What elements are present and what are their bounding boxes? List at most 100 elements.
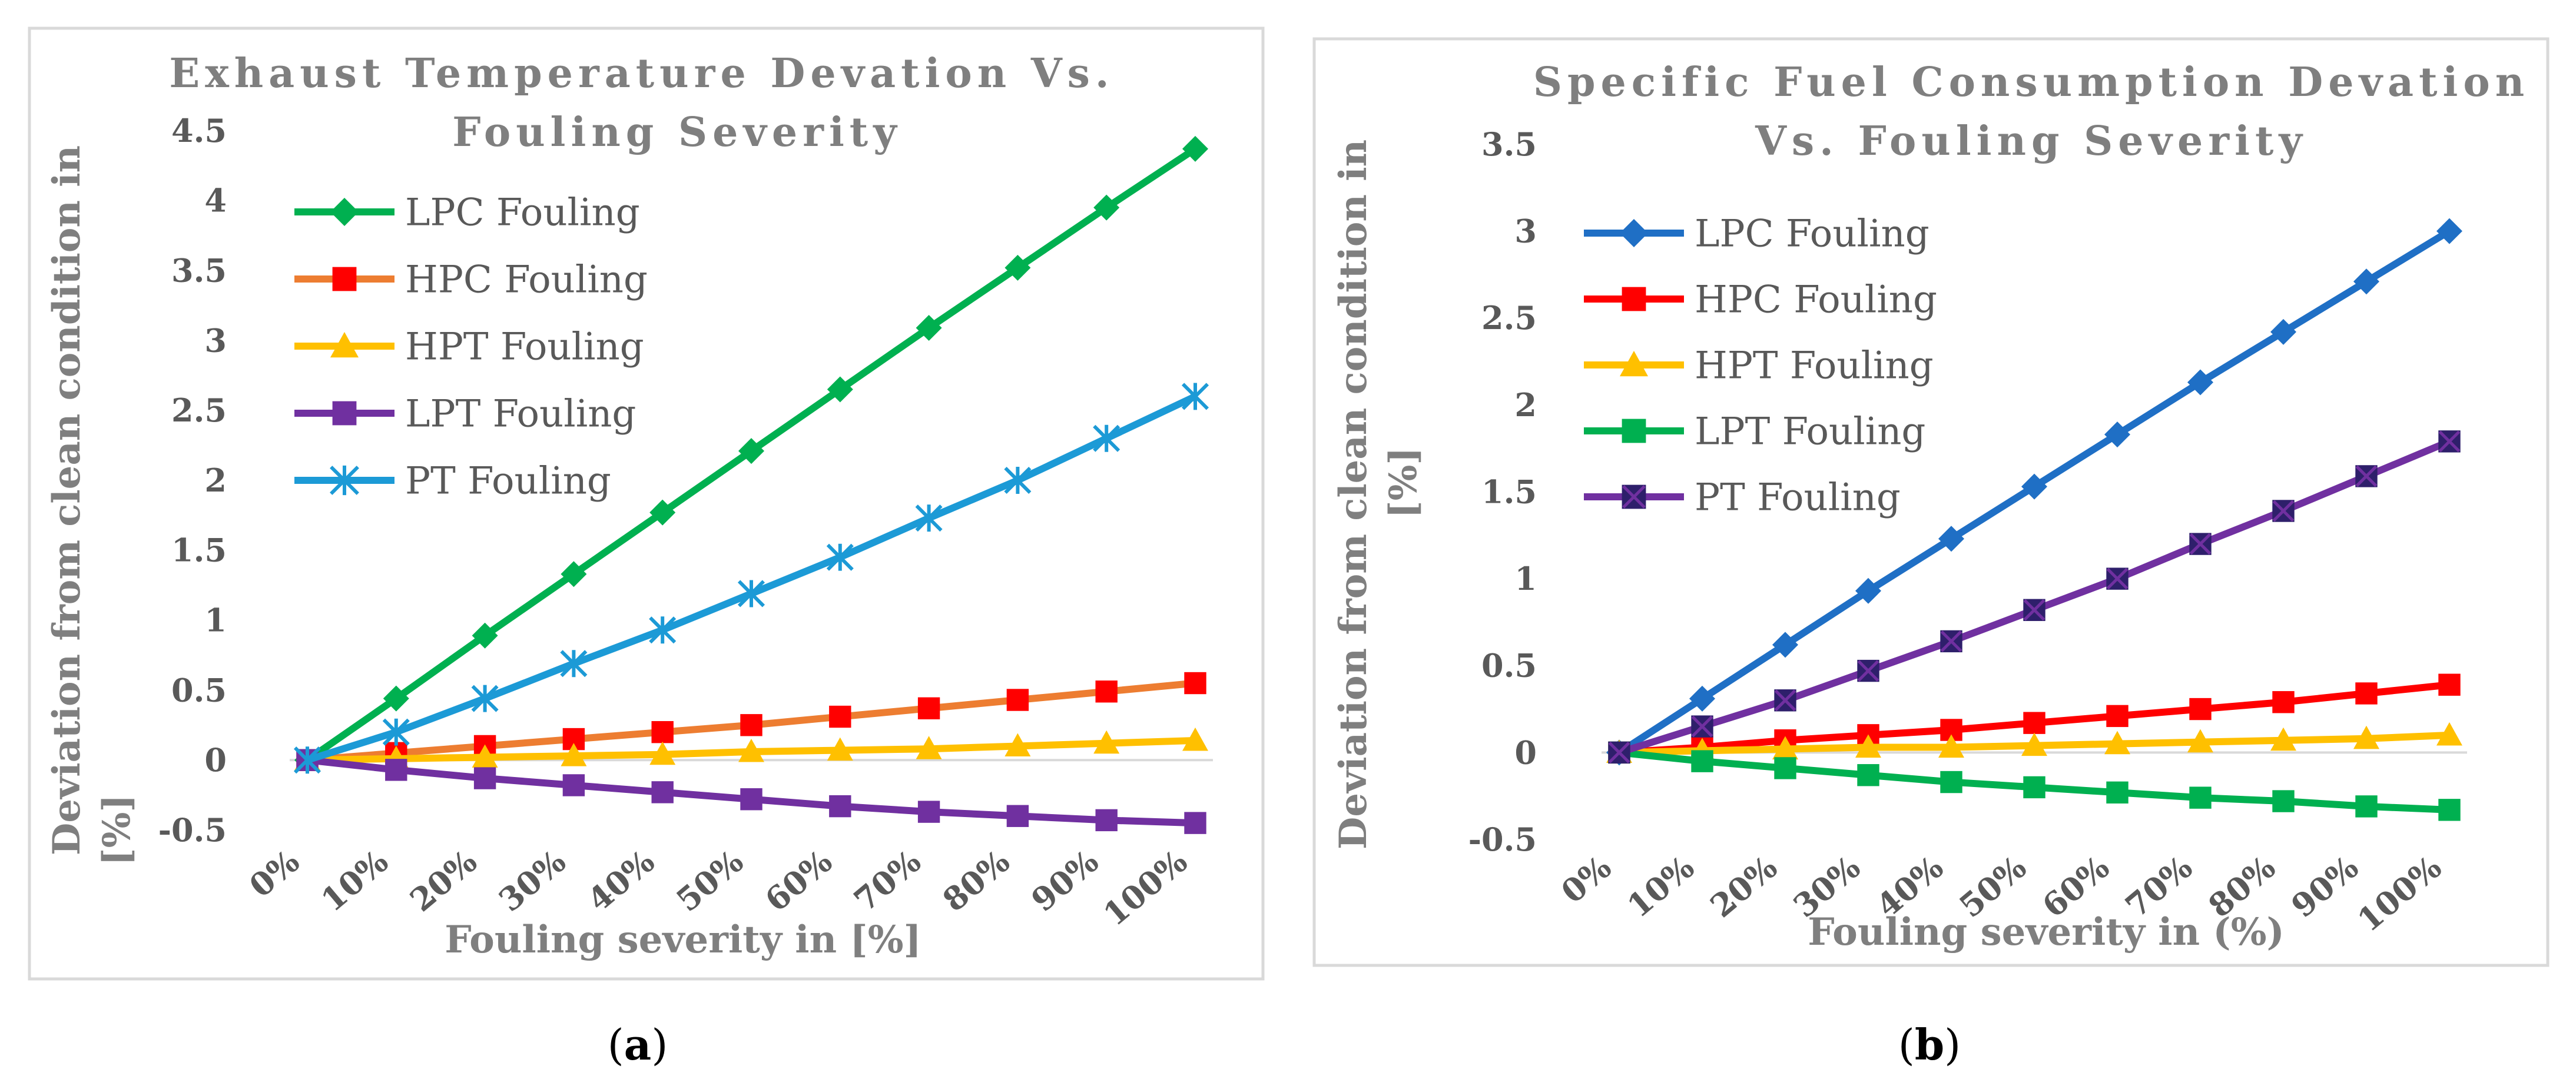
triangle-marker: [2187, 729, 2213, 753]
y-tick-label: -0.5: [1468, 821, 1537, 858]
triangle-marker: [1855, 734, 1881, 758]
triangle-marker: [649, 741, 676, 765]
square-marker: [385, 759, 407, 781]
x-square-marker-stroke: [1608, 742, 1630, 763]
legend-entry: HPC Fouling: [294, 258, 648, 301]
square-marker: [1691, 750, 1713, 772]
triangle-marker: [2270, 727, 2296, 751]
legend: LPC Fouling HPC Fouling HPT Fouling LPT Fou…: [1584, 212, 1937, 519]
triangle-marker: [1182, 727, 1208, 751]
square-marker: [2106, 705, 2129, 728]
y-tick-label: 0: [1514, 733, 1537, 771]
x-square-marker-stroke: [2106, 567, 2129, 590]
x-square-marker-stroke: [2189, 533, 2212, 555]
chart-title-line-1: Specific Fuel Consumption Devation: [1533, 59, 2529, 106]
square-marker: [1622, 419, 1646, 443]
legend-label: LPC Fouling: [405, 191, 640, 234]
legend-label: LPC Fouling: [1695, 212, 1929, 255]
square-marker: [917, 697, 940, 719]
y-tick-label: 4.5: [171, 112, 227, 150]
y-axis-title-line-2: [%]: [1381, 447, 1425, 518]
square-marker: [2189, 698, 2212, 721]
triangle-marker: [2104, 731, 2130, 755]
square-marker: [1095, 809, 1118, 832]
legend-entry: LPT Fouling: [294, 392, 636, 436]
square-marker: [1095, 680, 1118, 703]
y-tick-label: 2: [1514, 386, 1537, 424]
y-tick-label: 1.5: [171, 532, 227, 569]
square-marker: [1184, 672, 1206, 695]
square-marker: [1940, 771, 1962, 793]
legend-label: HPC Fouling: [1695, 278, 1937, 321]
diamond-marker: [2436, 218, 2462, 244]
triangle-marker: [561, 743, 587, 766]
y-tick-label: 3: [204, 321, 227, 359]
legend-label: HPC Fouling: [405, 258, 648, 301]
x-square-marker-stroke: [2355, 465, 2378, 487]
diamond-marker: [1093, 194, 1120, 221]
x-axis-title: Fouling severity in [%]: [445, 918, 921, 962]
y-tick-label: 2.5: [171, 391, 227, 429]
square-marker: [2189, 786, 2212, 809]
square-marker: [1184, 812, 1206, 834]
series-pt-fouling: [293, 383, 1209, 774]
square-marker: [562, 774, 585, 796]
legend-label: PT Fouling: [405, 459, 611, 503]
y-tick-label: 1.5: [1481, 473, 1537, 510]
diamond-marker: [1938, 526, 1964, 552]
legend-entry: LPC Fouling: [294, 191, 640, 234]
triangle-marker: [330, 332, 359, 358]
square-marker: [829, 795, 851, 818]
square-marker: [2023, 712, 2045, 734]
triangle-marker: [738, 738, 764, 762]
square-marker: [2438, 799, 2461, 821]
diamond-marker: [1620, 219, 1648, 247]
diamond-marker: [2021, 473, 2047, 500]
x-square-marker-stroke: [1691, 715, 1713, 738]
diamond-marker: [916, 315, 942, 341]
chart-title-line-2: Fouling Severity: [452, 109, 901, 156]
legend-entry: HPT Fouling: [1584, 344, 1934, 387]
diamond-marker: [649, 499, 676, 526]
diamond-marker: [383, 685, 409, 712]
triangle-marker: [827, 737, 853, 761]
x-square-marker-stroke: [2438, 430, 2461, 453]
y-tick-label: 3.5: [1481, 125, 1537, 163]
diamond-marker: [1004, 254, 1031, 281]
x-square-marker-stroke: [1774, 689, 1796, 712]
square-marker: [2023, 776, 2045, 799]
square-marker: [740, 714, 762, 736]
triangle-marker: [1938, 734, 1964, 758]
diamond-marker: [2353, 268, 2379, 295]
x-square-marker-stroke: [2272, 500, 2295, 522]
diamond-marker: [2104, 421, 2130, 448]
square-marker: [2438, 673, 2461, 696]
y-tick-label: 0.5: [171, 671, 227, 709]
series-hpt-fouling: [294, 727, 1208, 771]
y-tick-label: 0: [204, 741, 227, 779]
square-marker: [332, 267, 357, 291]
caption-b: (b): [1898, 1020, 1961, 1070]
y-tick-label: 1: [1514, 560, 1537, 597]
square-marker: [651, 781, 674, 804]
x-square-marker-stroke: [1622, 485, 1646, 509]
y-axis-title-line-2: [%]: [95, 794, 139, 865]
y-tick-label: 3.5: [171, 252, 227, 290]
triangle-marker: [1093, 730, 1120, 754]
chart-panel-b: Specific Fuel Consumption Devation Vs. F…: [1312, 37, 2550, 967]
diamond-marker: [472, 622, 498, 649]
x-square-marker-stroke: [1857, 660, 1879, 682]
y-tick-label: 4: [204, 182, 227, 220]
diamond-marker: [1689, 685, 1715, 712]
diamond-marker: [561, 561, 587, 587]
legend: LPC Fouling HPC Fouling HPT Fouling LPT Fou…: [294, 191, 648, 503]
legend-label: HPT Fouling: [405, 325, 644, 368]
diamond-marker: [2187, 369, 2213, 396]
legend-label: LPT Fouling: [1695, 410, 1925, 453]
triangle-marker: [916, 736, 942, 759]
legend-label: HPT Fouling: [1695, 344, 1934, 387]
square-marker: [829, 705, 851, 728]
y-tick-label: -0.5: [158, 811, 227, 849]
square-marker: [917, 801, 940, 823]
